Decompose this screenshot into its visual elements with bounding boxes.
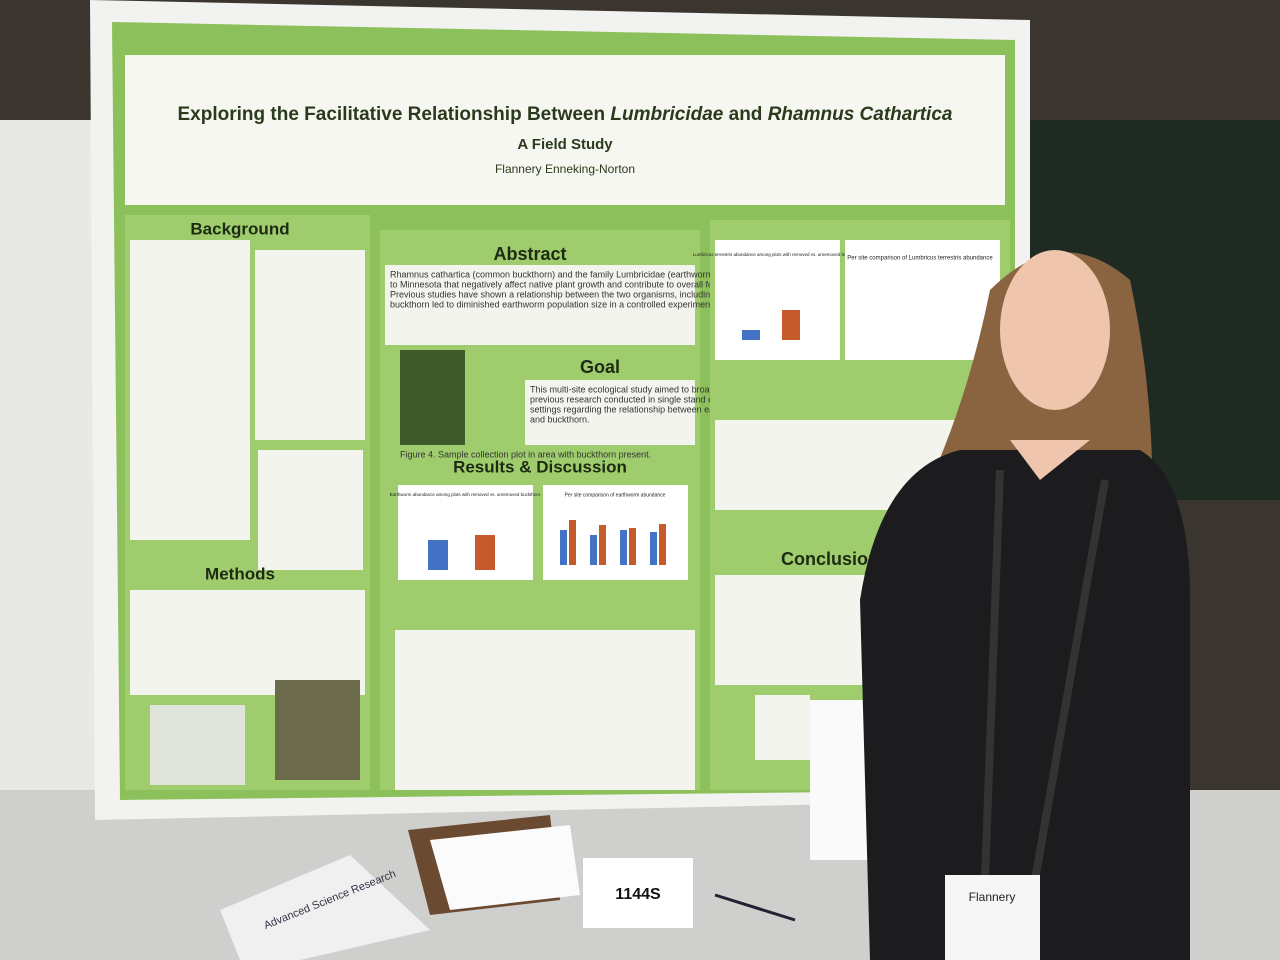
papers <box>430 825 580 910</box>
bar-shape <box>475 535 495 570</box>
credits <box>755 695 810 760</box>
heading: Abstract <box>493 244 566 264</box>
goal-line: previous research conducted in single st… <box>530 394 766 404</box>
text-block <box>525 380 695 445</box>
chart-image <box>715 240 840 360</box>
goal-line: This multi-site ecological study aimed t… <box>530 384 740 394</box>
goal-line: settings regarding the relationship betw… <box>530 404 752 414</box>
heading: Methods <box>205 564 275 583</box>
bar-shape <box>742 330 760 340</box>
abstract-line: Previous studies have shown a relationsh… <box>390 289 793 299</box>
chart-title: Per site comparison of earthworm abundan… <box>565 492 666 498</box>
title-box <box>125 55 1005 205</box>
text-block <box>130 590 365 695</box>
author: Flannery Enneking-Norton <box>495 162 635 176</box>
placard <box>583 858 693 928</box>
title: Exploring the Facilitative Relationship … <box>178 104 953 125</box>
heading: Conclusion <box>781 549 879 569</box>
heading: Results & Discussion <box>453 457 627 476</box>
chart-image <box>845 240 1000 360</box>
text-block <box>258 450 363 570</box>
goal-line: and buckthorn. <box>530 414 590 424</box>
photo <box>400 350 465 445</box>
bar-shape <box>428 540 448 570</box>
text-block <box>130 240 250 540</box>
placard-number: 1144S <box>615 886 661 903</box>
text: Exploring the Facilitative Relationship … <box>178 104 611 125</box>
chart-title: Per site comparison of Lumbricus terrest… <box>847 256 993 262</box>
chart-image <box>398 485 533 580</box>
subtitle: A Field Study <box>517 136 613 153</box>
heading: Goal <box>580 357 620 377</box>
text-block <box>385 265 695 345</box>
heading: Background <box>190 219 289 238</box>
text: Rhamnus Cathartica <box>768 104 953 125</box>
abstract-line: buckthorn led to diminished earthworm po… <box>390 299 814 309</box>
abstract-line: Rhamnus cathartica (common buckthorn) an… <box>390 269 821 279</box>
person <box>860 250 1190 960</box>
abstract-line: to Minnesota that negatively affect nati… <box>390 279 762 289</box>
chart-title: Lumbricus terrestris abundance among plo… <box>693 252 862 257</box>
book <box>220 855 430 960</box>
badge-name: Flannery <box>969 890 1016 904</box>
text-block <box>395 630 695 790</box>
diagram <box>255 250 365 440</box>
bar-shape <box>782 310 800 340</box>
pen <box>714 893 796 922</box>
caption: Figure 4. Sample collection plot in area… <box>400 449 651 459</box>
text: and <box>723 104 767 125</box>
chart-title: Earthworm abundance among plots with rem… <box>390 492 541 497</box>
badge <box>945 875 1040 960</box>
photo <box>275 680 360 780</box>
text: Lumbricidae <box>610 104 723 125</box>
bar-shapes <box>560 520 666 565</box>
side-board <box>0 120 95 820</box>
map-image <box>150 705 245 785</box>
